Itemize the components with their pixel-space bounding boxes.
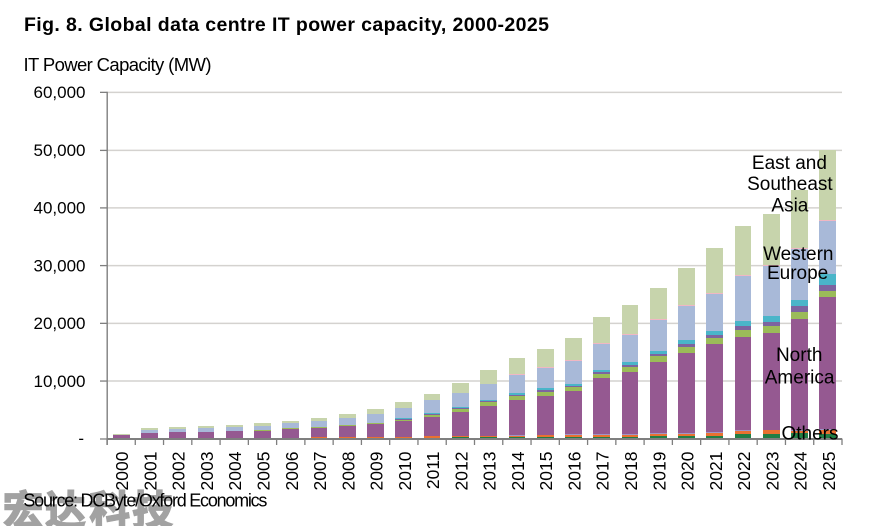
svg-text:2024: 2024 [791,451,811,490]
svg-text:Western: Western [763,244,833,265]
svg-text:60,000: 60,000 [34,83,86,102]
svg-text:2014: 2014 [508,451,528,490]
svg-text:Source: DCByte/Oxford Economic: Source: DCByte/Oxford Economics [23,490,267,510]
svg-text:2020: 2020 [678,451,698,490]
svg-text:2022: 2022 [734,452,754,491]
svg-text:2002: 2002 [169,452,189,491]
svg-text:2008: 2008 [338,452,358,491]
svg-text:2009: 2009 [367,452,387,491]
svg-text:East and: East and [752,153,827,174]
svg-text:2019: 2019 [649,452,669,491]
svg-text:2007: 2007 [310,452,330,491]
svg-text:2016: 2016 [564,452,584,491]
svg-text:2017: 2017 [593,452,613,491]
svg-text:2013: 2013 [480,452,500,491]
svg-text:2011: 2011 [423,452,443,490]
svg-text:2023: 2023 [762,452,782,491]
svg-text:2004: 2004 [225,451,245,490]
svg-text:America: America [765,368,835,389]
svg-text:Fig. 8. Global data centre IT: Fig. 8. Global data centre IT power capa… [24,14,549,36]
svg-text:2018: 2018 [621,452,641,491]
svg-text:2021: 2021 [706,452,726,491]
svg-text:Southeast: Southeast [747,174,833,195]
svg-text:-: - [78,429,84,448]
svg-text:IT Power Capacity (MW): IT Power Capacity (MW) [24,54,212,75]
svg-text:2003: 2003 [197,452,217,491]
svg-text:Asia: Asia [771,196,808,217]
svg-text:2006: 2006 [282,452,302,491]
svg-text:2001: 2001 [140,452,160,491]
svg-text:50,000: 50,000 [34,141,86,160]
svg-text:2005: 2005 [253,452,273,491]
svg-text:Europe: Europe [767,263,828,284]
svg-text:2000: 2000 [112,451,132,490]
svg-text:2025: 2025 [819,452,839,491]
svg-text:40,000: 40,000 [34,199,86,218]
svg-text:10,000: 10,000 [34,372,86,391]
svg-text:30,000: 30,000 [34,256,86,275]
svg-text:2015: 2015 [536,452,556,491]
svg-text:2012: 2012 [451,452,471,491]
svg-text:2010: 2010 [395,451,415,490]
svg-text:Others: Others [781,424,838,445]
svg-text:20,000: 20,000 [34,314,86,333]
svg-text:North: North [776,345,822,366]
